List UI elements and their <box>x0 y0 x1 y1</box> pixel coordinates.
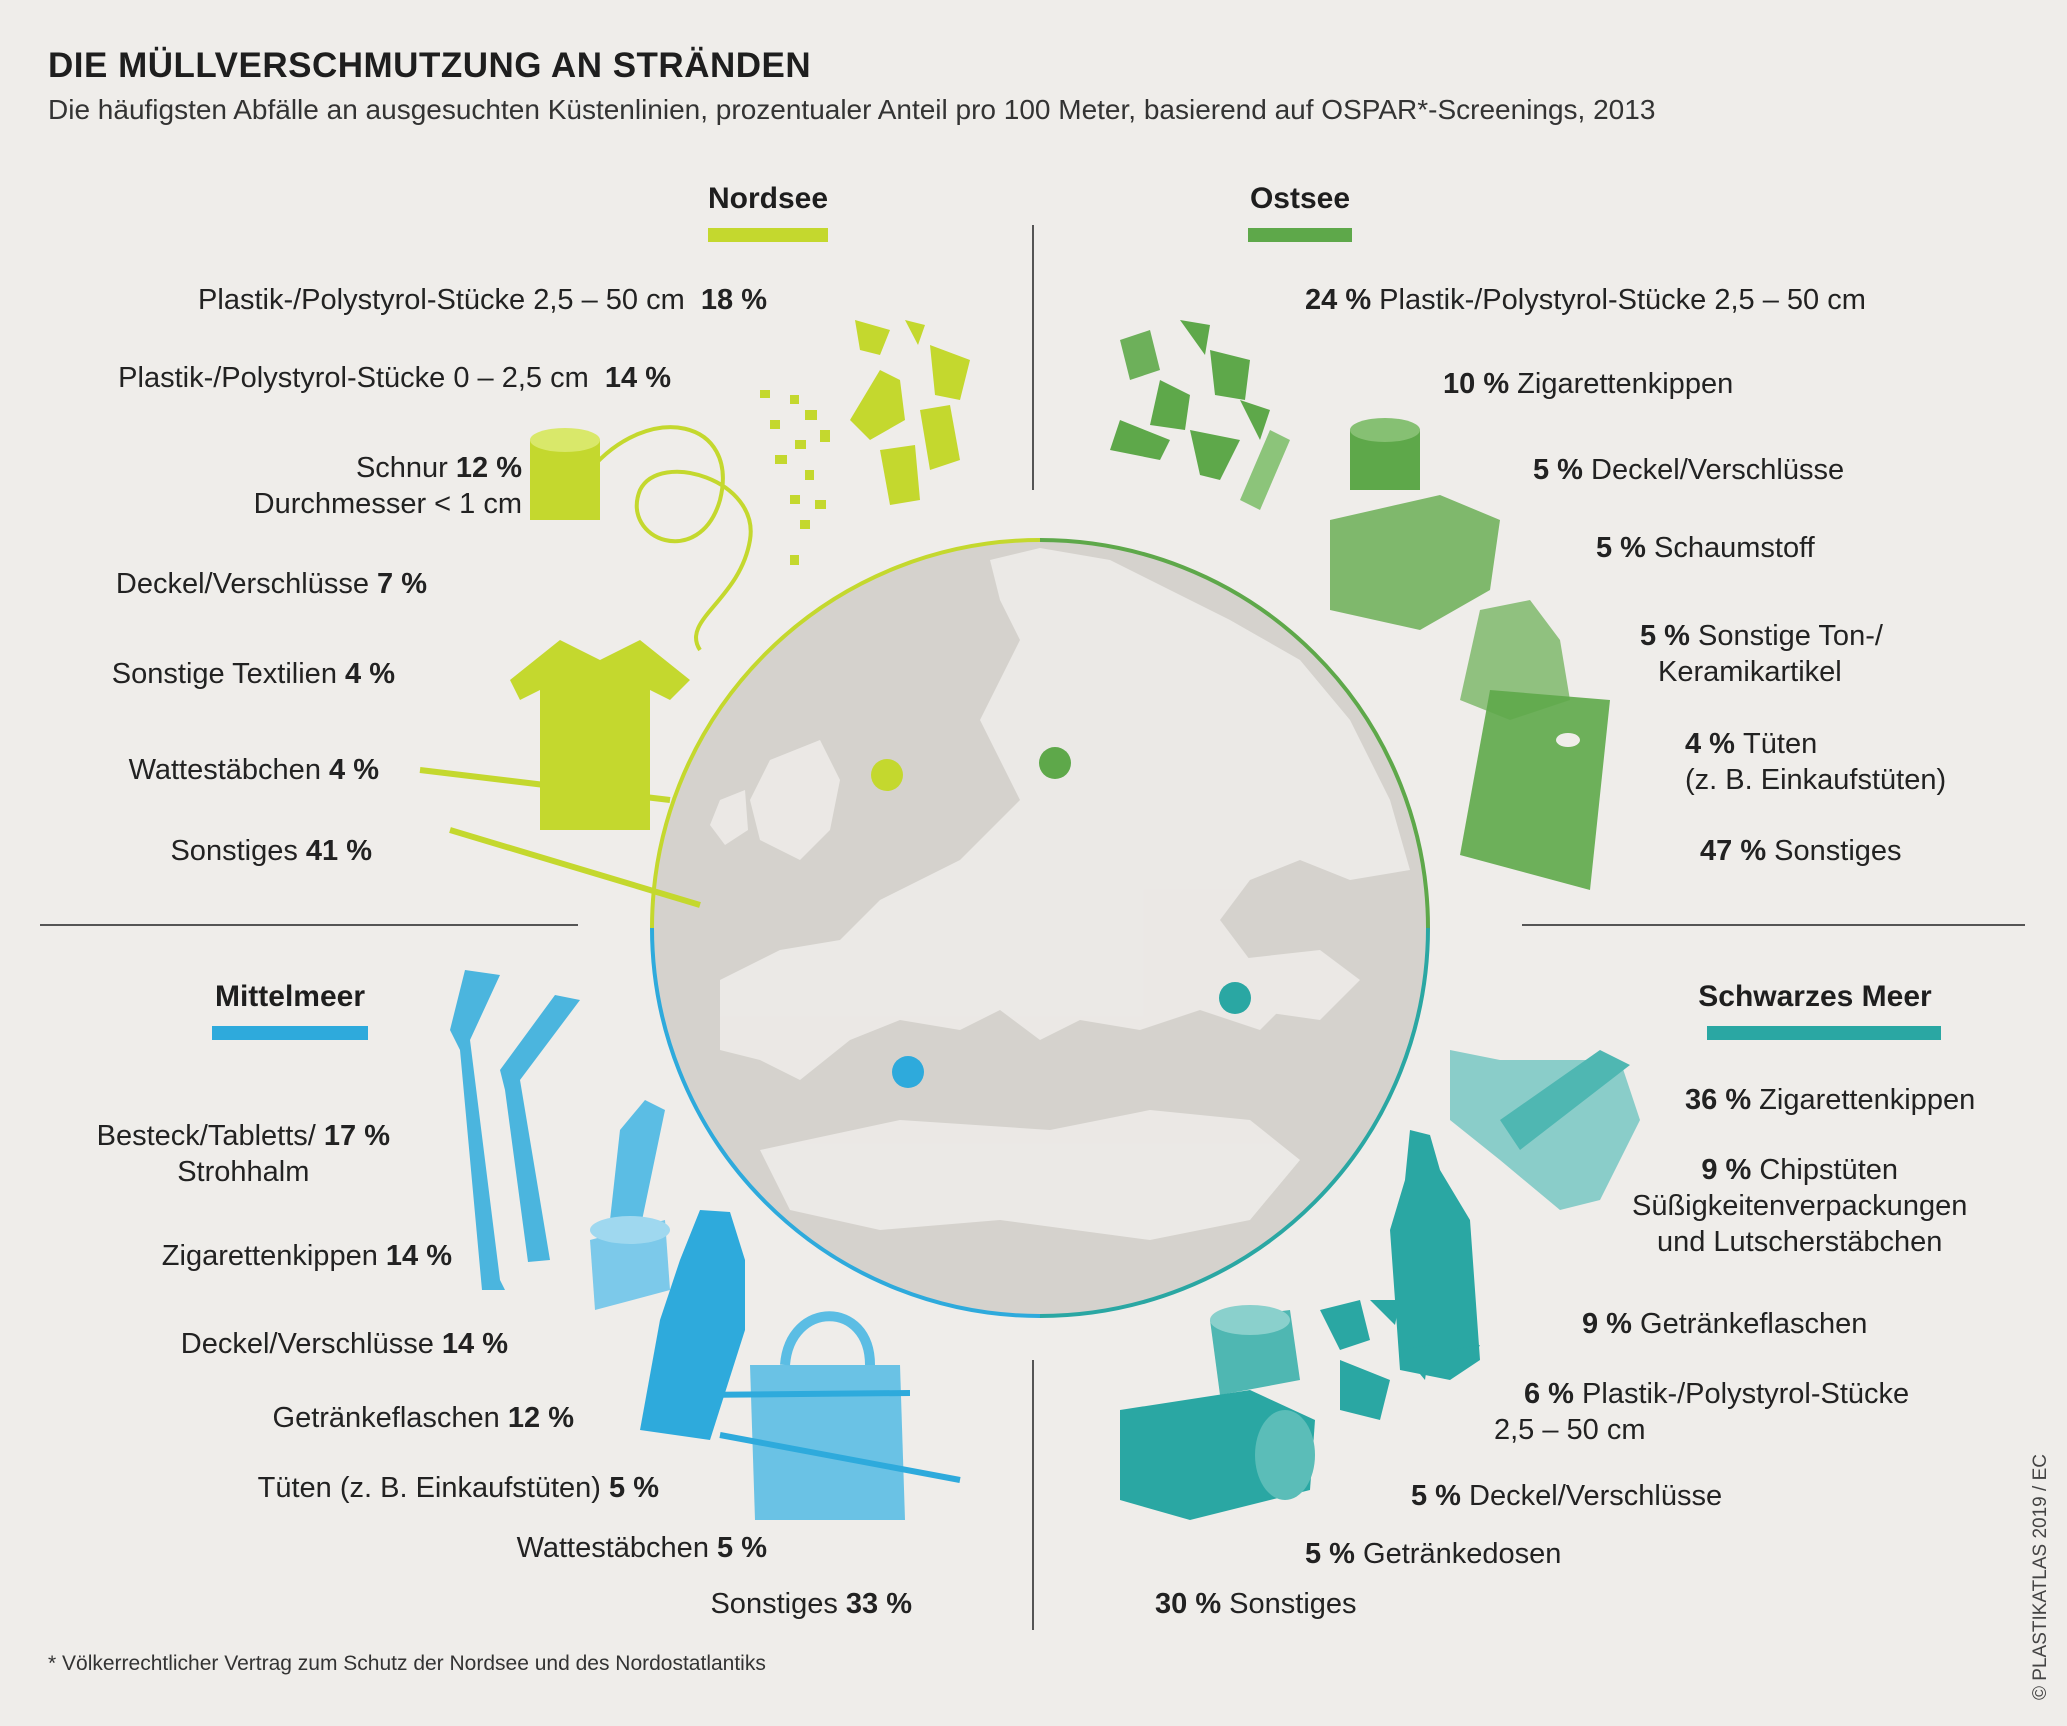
ostsee-illustrations <box>1110 320 1610 890</box>
credit: © PLASTIKATLAS 2019 / EC <box>2030 1454 2051 1700</box>
nordsee-item: Wattestäbchen 4 % <box>128 754 379 786</box>
schwarzes-meer-item: 9 % Chipstüten Süßigkeitenverpackungen u… <box>1632 1154 1968 1258</box>
ostsee-item: 4 % Tüten (z. B. Einkaufstüten) <box>1685 728 1947 796</box>
small-fragments <box>760 390 830 565</box>
nordsee-item: Schnur 12 % Durchmesser < 1 cm <box>253 452 522 520</box>
schwarzes-meer-item: 9 % Getränkeflaschen <box>1582 1308 1868 1340</box>
region-bar-mittelmeer <box>212 1026 368 1040</box>
ostsee-item: 47 % Sonstiges <box>1700 835 1902 867</box>
mittelmeer-item: Wattestäbchen 5 % <box>516 1532 767 1564</box>
mittelmeer-item: Tüten (z. B. Einkaufstüten) 5 % <box>257 1472 659 1504</box>
mittelmeer-item: Besteck/Tabletts/ 17 % Strohhalm <box>96 1120 390 1188</box>
page-subtitle: Die häufigsten Abfälle an ausgesuchten K… <box>48 94 1656 125</box>
ostsee-item: 5 % Schaumstoff <box>1596 532 1815 564</box>
nordsee-illustrations <box>419 320 970 908</box>
page-title: DIE MÜLLVERSCHMUTZUNG AN STRÄNDEN <box>48 46 812 85</box>
nordsee-item: Plastik-/Polystyrol-Stücke 0 – 2,5 cm 14… <box>118 362 671 394</box>
region-title-nordsee: Nordsee <box>707 182 829 215</box>
nordsee-marker <box>871 759 903 791</box>
mittelmeer-item: Deckel/Verschlüsse 14 % <box>180 1328 508 1360</box>
region-title-ostsee: Ostsee <box>1249 182 1351 215</box>
schwarzes-meer-item: 36 % Zigarettenkippen <box>1685 1084 1976 1116</box>
europe-land <box>710 548 1410 1240</box>
mittelmeer-marker <box>892 1056 924 1088</box>
globe <box>650 538 1430 1318</box>
region-bar-ostsee <box>1248 228 1352 242</box>
schwarzes-meer-item: 5 % Deckel/Verschlüsse <box>1411 1480 1723 1512</box>
schwarzes-meer-item: 5 % Getränkedosen <box>1305 1538 1562 1570</box>
nordsee-item: Plastik-/Polystyrol-Stücke 2,5 – 50 cm 1… <box>198 284 767 316</box>
mittelmeer-item: Zigarettenkippen 14 % <box>161 1240 452 1272</box>
schwarzes-meer-marker <box>1219 982 1251 1014</box>
mittelmeer-item: Sonstiges 33 % <box>710 1588 912 1620</box>
mittelmeer-item: Getränkeflaschen 12 % <box>272 1402 574 1434</box>
schwarzes-meer-item: 30 % Sonstiges <box>1155 1588 1357 1620</box>
region-title-schwarzes-meer: Schwarzes Meer <box>1698 980 1932 1013</box>
schwarzes-meer-item: 6 % Plastik-/Polystyrol-Stücke 2,5 – 50 … <box>1494 1378 1910 1446</box>
region-bar-schwarzes-meer <box>1707 1026 1941 1040</box>
schwarzes-meer-illustrations <box>1120 1050 1640 1520</box>
ostsee-item: 10 % Zigarettenkippen <box>1443 368 1734 400</box>
nordsee-item: Deckel/Verschlüsse 7 % <box>115 568 427 600</box>
ostsee-marker <box>1039 747 1071 779</box>
region-title-mittelmeer: Mittelmeer <box>214 980 366 1013</box>
nordsee-item: Sonstiges 41 % <box>170 835 372 867</box>
ostsee-item: 24 % Plastik-/Polystyrol-Stücke 2,5 – 50… <box>1305 284 1866 316</box>
ostsee-item: 5 % Deckel/Verschlüsse <box>1533 454 1845 486</box>
mittelmeer-illustrations <box>450 970 961 1520</box>
footnote: * Völkerrechtlicher Vertrag zum Schutz d… <box>48 1652 766 1675</box>
region-bar-nordsee <box>708 228 828 242</box>
nordsee-item: Sonstige Textilien 4 % <box>111 658 395 690</box>
ostsee-item: 5 % Sonstige Ton-/ Keramikartikel <box>1640 620 1883 688</box>
